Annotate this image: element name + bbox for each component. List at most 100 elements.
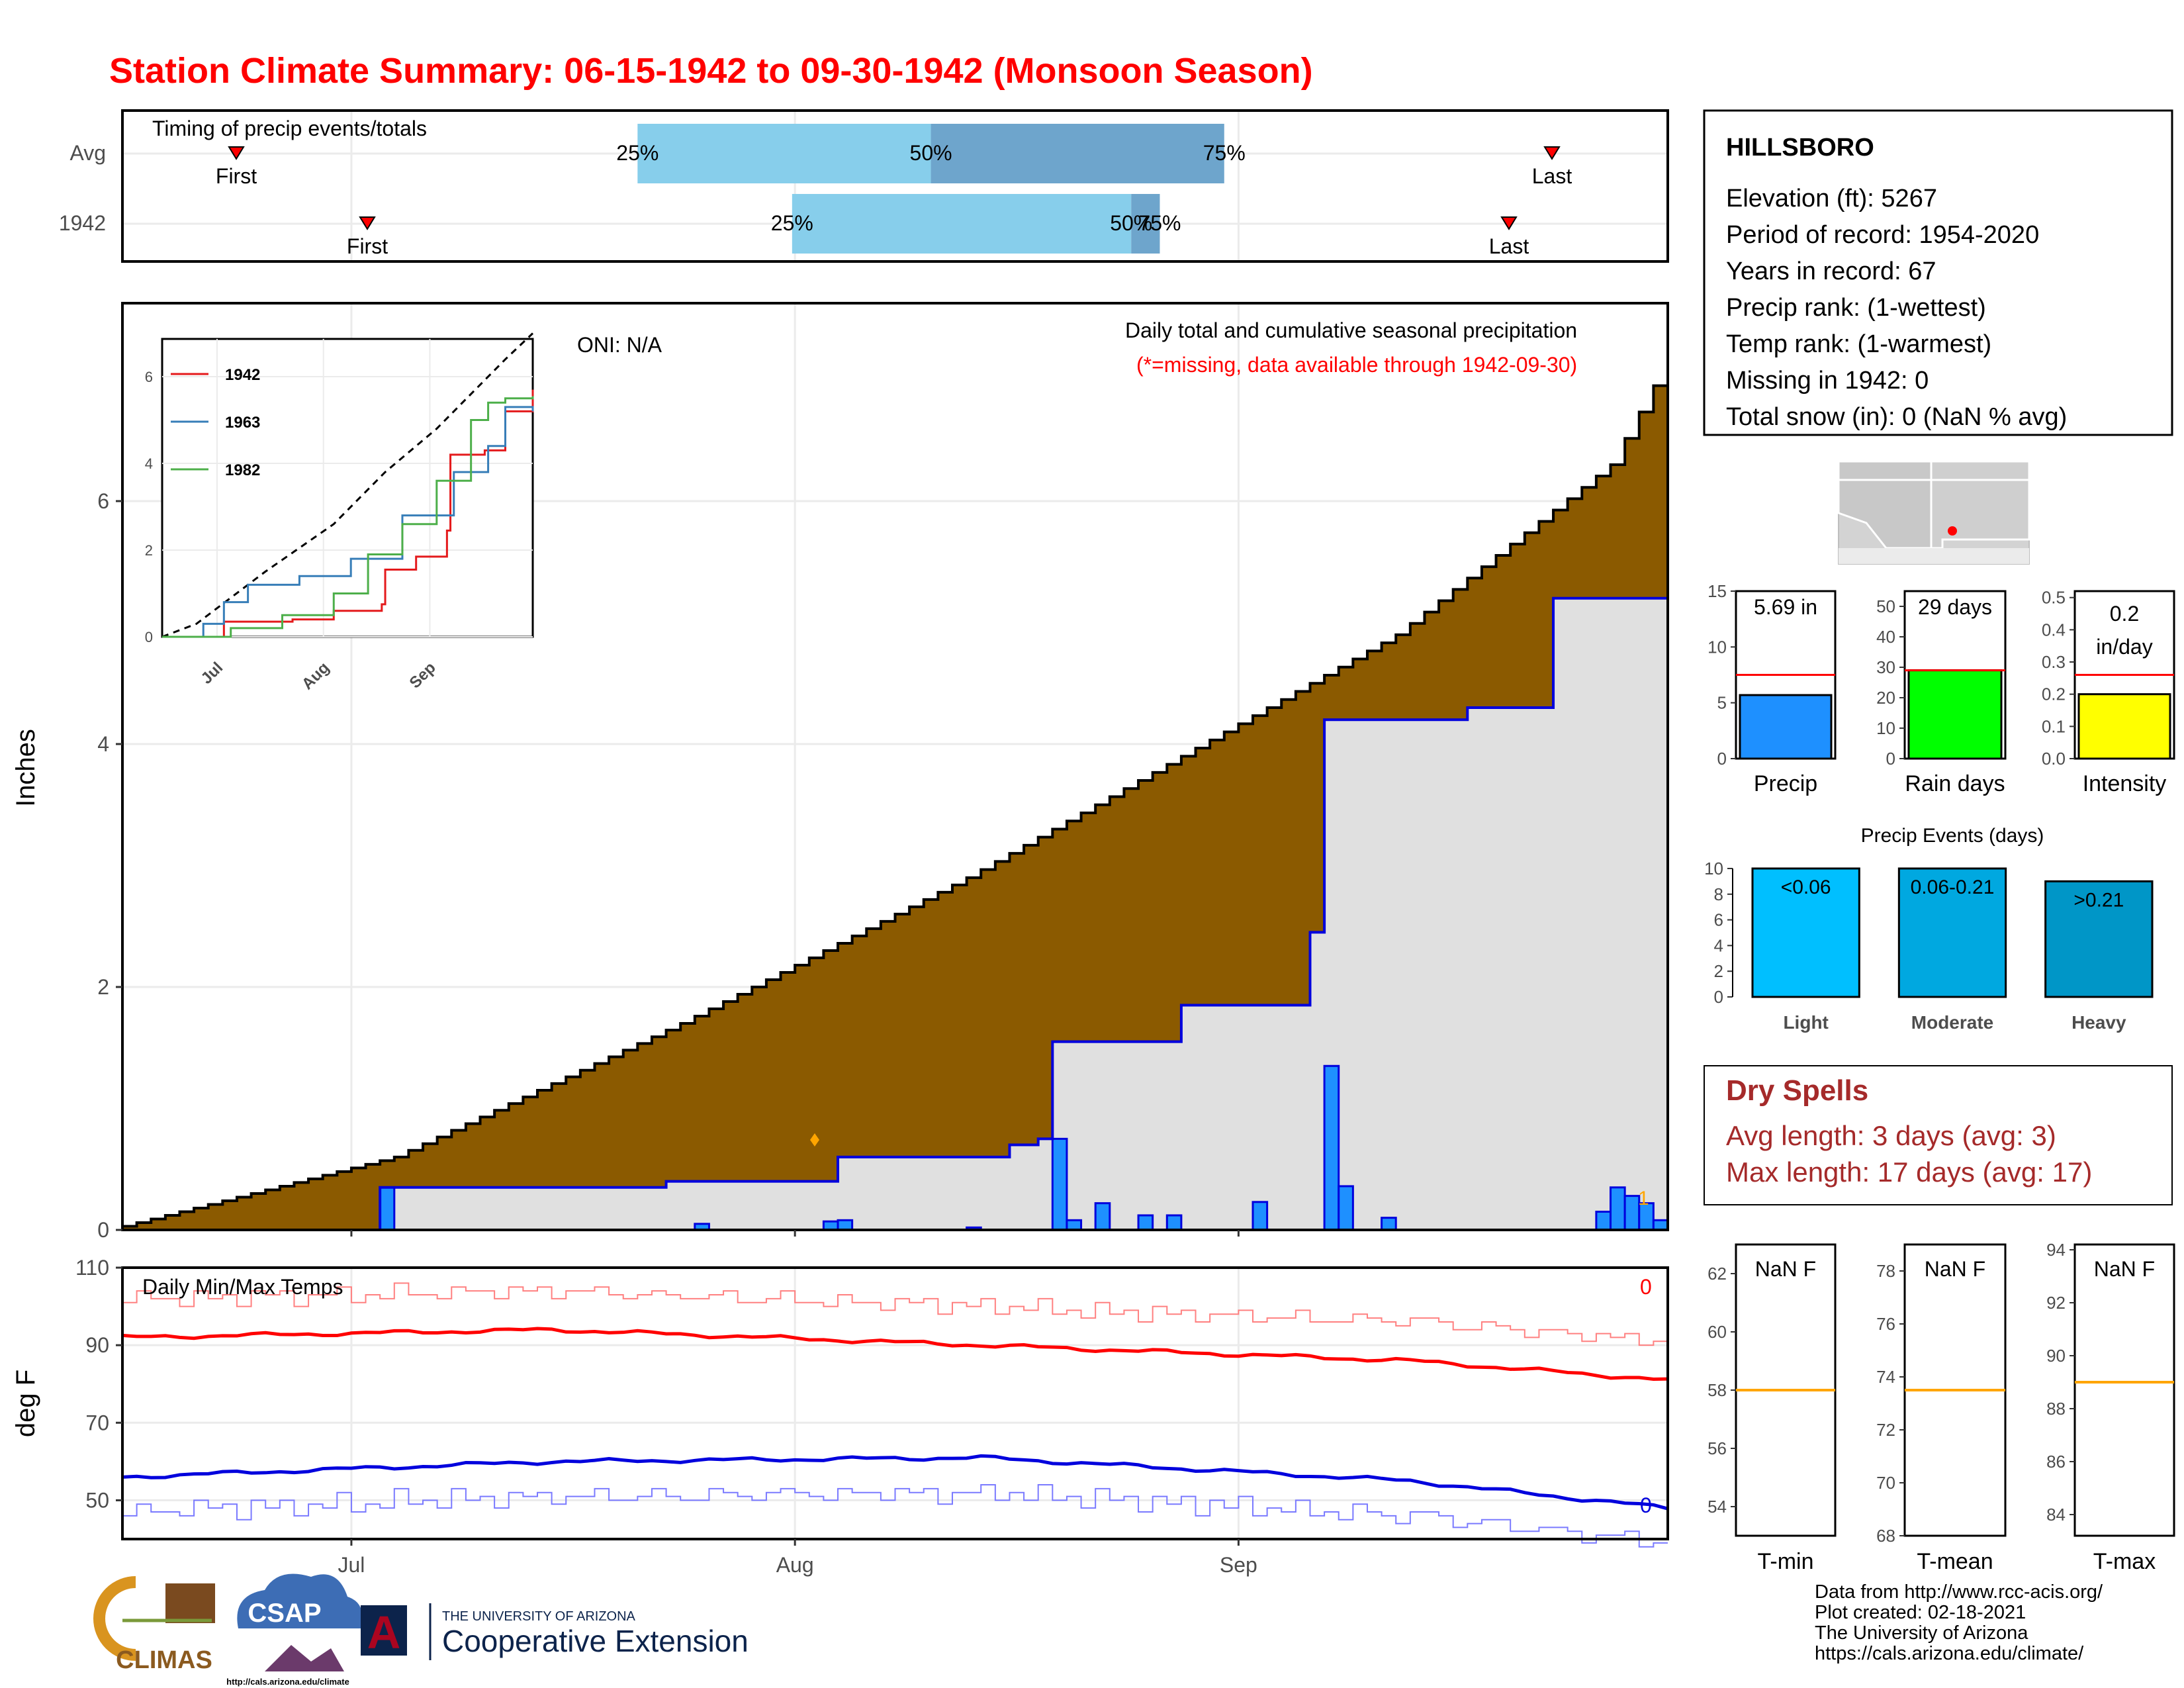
timing-p25: 25%	[616, 141, 659, 165]
temp-box-label: T-max	[2093, 1549, 2156, 1574]
daily-precip-bar	[379, 1186, 396, 1231]
daily-precip-bar	[1066, 1219, 1083, 1231]
temp-box-ytick-label: 58	[1707, 1380, 1727, 1400]
events-ytick-label: 0	[1714, 987, 1723, 1007]
events-ytick-label: 6	[1714, 910, 1723, 930]
climas-wordmark: CLIMAS	[116, 1646, 212, 1674]
inset-legend-label: 1942	[225, 366, 260, 384]
timing-bar-lower	[792, 194, 1132, 254]
last-event-label: Last	[1489, 234, 1529, 258]
station-info-line: Precip rank: (1-wettest)	[1726, 294, 1986, 322]
events-ytick-label: 10	[1704, 859, 1723, 878]
temp-box-ytick-label: 60	[1707, 1322, 1727, 1342]
first-event-marker	[228, 146, 245, 160]
mini-ytick-label: 30	[1876, 657, 1895, 677]
temp-box-value: NaN F	[1755, 1257, 1816, 1281]
temp-box-ytick-label: 74	[1876, 1367, 1895, 1387]
daily-min-temp-line	[122, 1484, 1668, 1548]
temp-panel-label: Daily Min/Max Temps	[142, 1275, 343, 1299]
main-ytick-label: 4	[97, 732, 109, 756]
daily-precip-bar	[1137, 1214, 1154, 1231]
temp-box-ytick-label: 76	[1876, 1314, 1895, 1334]
station-info-line: Elevation (ft): 5267	[1726, 185, 1937, 212]
mini-ytick-label: 0.5	[2042, 588, 2066, 608]
precip-events-chart: Precip Events (days) 0 2 4 6 8 10 <0.06 Light 0.…	[1704, 825, 2172, 1033]
temp-ytick-label: 70	[85, 1411, 109, 1434]
main-ylabel: Inches	[11, 729, 40, 807]
cumulative-year-line	[122, 538, 1669, 1231]
events-bar-range: >0.21	[2073, 889, 2124, 911]
mini-value-unit: in/day	[2096, 635, 2152, 659]
dry-spells-avg: Avg length: 3 days (avg: 3)	[1726, 1120, 2056, 1151]
temperature-rank-boxes: 54 56 58 60 62 NaN F T-min 68 70 72 74 76 78 NaN F T-m…	[1707, 1240, 2175, 1574]
dry-spells-box: Dry Spells Avg length: 3 days (avg: 3) M…	[1704, 1065, 2173, 1205]
inset-avg-line	[161, 332, 534, 638]
temp-box-ytick-label: 88	[2046, 1399, 2066, 1419]
temp-box-ytick-label: 62	[1707, 1264, 1727, 1284]
credit-line: Plot created: 02-18-2021	[1815, 1602, 2026, 1623]
credit-line: Data from http://www.rcc-acis.org/	[1815, 1581, 2103, 1603]
temp-box-ytick-label: 84	[2046, 1505, 2066, 1524]
events-bar	[1897, 867, 2007, 998]
x-month-label: Sep	[1220, 1553, 1257, 1577]
station-info-line: Period of record: 1954-2020	[1726, 221, 2039, 249]
daily-precip-bar	[1652, 1219, 1669, 1231]
temp-box-ytick-label: 70	[1876, 1473, 1895, 1493]
mini-ytick-label: 50	[1876, 596, 1895, 616]
events-bar-label: Heavy	[2071, 1012, 2126, 1033]
mini-ytick-label: 0	[1717, 749, 1727, 769]
csap-url: http://cals.arizona.edu/climate	[226, 1677, 349, 1687]
temp-box-ytick-label: 68	[1876, 1526, 1895, 1546]
logo-climas: CLIMAS	[93, 1576, 215, 1674]
temp-box-ytick-label: 90	[2046, 1346, 2066, 1366]
mini-value-bar	[1739, 694, 1833, 760]
events-ytick-label: 8	[1714, 884, 1723, 904]
x-month-label: Aug	[776, 1553, 814, 1577]
timing-p75: 75%	[1203, 141, 1246, 165]
events-bar-label: Moderate	[1911, 1012, 1993, 1033]
ua-small-text: THE UNIVERSITY OF ARIZONA	[442, 1609, 636, 1624]
mini-value-text: 0.2	[2110, 602, 2139, 626]
missing-count: 1	[1638, 1188, 1649, 1209]
cumulative-avg-line	[121, 384, 1668, 1230]
min-missing-count: 0	[1640, 1493, 1652, 1517]
daily-max-temp-line	[122, 1282, 1668, 1346]
dry-spells-max: Max length: 17 days (avg: 17)	[1726, 1156, 2092, 1188]
precip-panel: 0 2 4 6 Daily total and cumulative seasonal…	[11, 302, 1669, 1242]
inset-series-line	[162, 396, 534, 638]
station-info-line: Total snow (in): 0 (NaN % avg)	[1726, 403, 2067, 431]
main-ytick-label: 6	[97, 489, 109, 513]
events-ytick-label: 4	[1714, 935, 1723, 955]
timing-p25: 25%	[771, 211, 813, 235]
last-event-label: Last	[1532, 164, 1572, 188]
inset-series-line	[162, 406, 534, 638]
inset-ytick-label: 4	[145, 455, 153, 472]
daily-precip-bar	[1323, 1064, 1340, 1231]
events-title: Precip Events (days)	[1861, 825, 2044, 847]
station-info-line: Years in record: 67	[1726, 258, 1936, 285]
logo-university-of-arizona: A THE UNIVERSITY OF ARIZONA Cooperative …	[361, 1603, 749, 1660]
ua-a-mark: A	[367, 1607, 401, 1658]
timing-bar-lower	[637, 124, 931, 183]
temp-box-label: T-mean	[1917, 1549, 1993, 1574]
cumulative-year-area	[122, 538, 1668, 1230]
station-location-dot	[1948, 526, 1957, 536]
inset-ytick-label: 0	[145, 629, 153, 645]
temp-box-ytick-label: 72	[1876, 1420, 1895, 1440]
station-info-line: Missing in 1942: 0	[1726, 367, 1929, 395]
mini-ytick-label: 0.1	[2042, 716, 2066, 736]
timing-row-avg: Avg	[69, 141, 106, 165]
mini-ytick-label: 40	[1876, 627, 1895, 647]
mini-ytick-label: 5	[1717, 693, 1727, 713]
daily-precip-bar	[837, 1219, 854, 1231]
timing-bar-upper	[1131, 194, 1160, 254]
mini-ytick-label: 0	[1886, 749, 1895, 769]
daily-precip-bar	[1251, 1201, 1269, 1231]
main-caption: Daily total and cumulative seasonal prec…	[1125, 318, 1577, 342]
page-title: Station Climate Summary: 06-15-1942 to 0…	[109, 51, 1313, 91]
credit-line: https://cals.arizona.edu/climate/	[1815, 1643, 2084, 1664]
daily-precip-bar	[1623, 1195, 1641, 1231]
mini-ytick-label: 10	[1876, 718, 1895, 738]
